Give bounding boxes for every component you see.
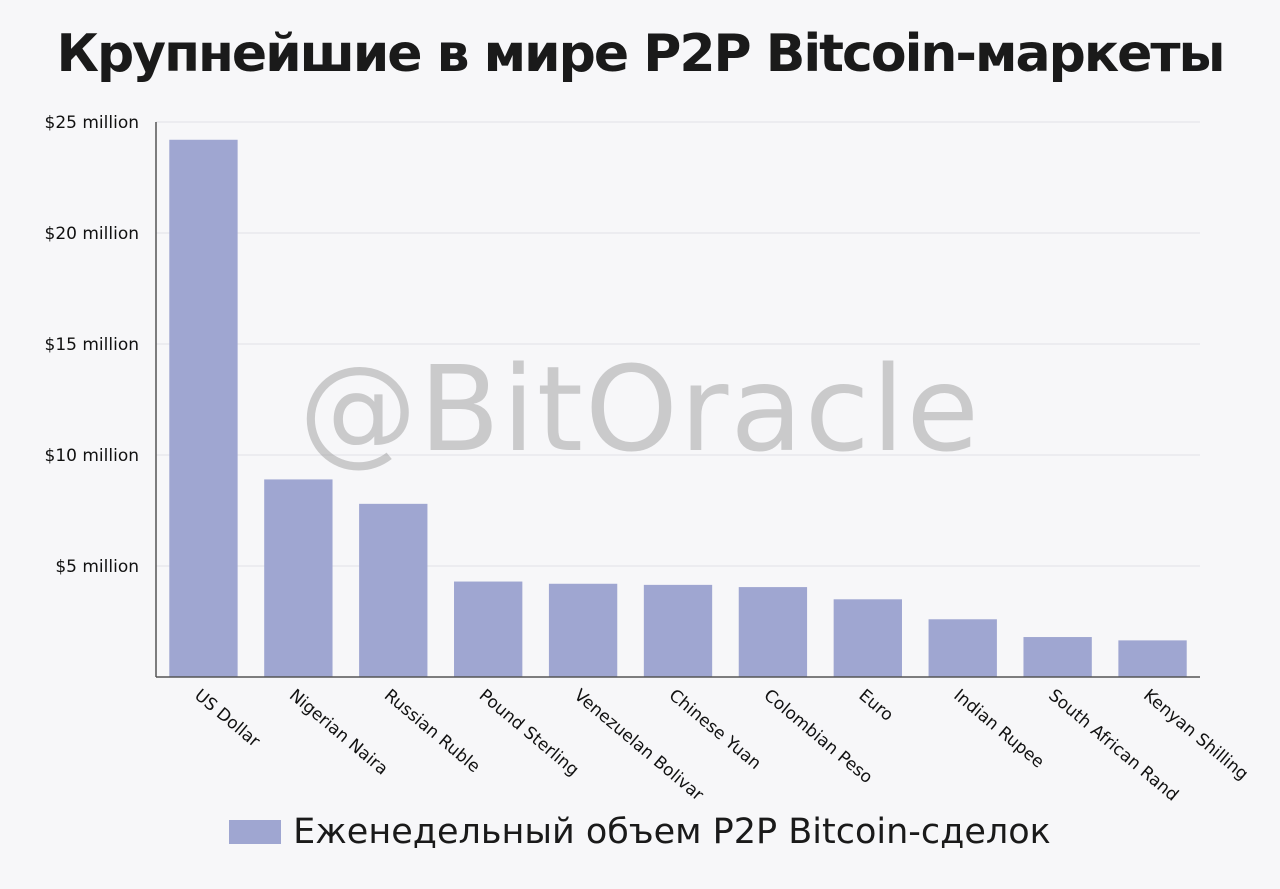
y-tick-labels: $5 million $10 million $15 million $20 mill… — [45, 113, 139, 577]
bar — [1118, 640, 1187, 677]
bar — [359, 503, 428, 677]
bars — [169, 139, 1187, 677]
legend: Еженедельный объем P2P Bitcoin-сделок — [0, 812, 1280, 852]
x-tick-label: Nigerian Naira — [285, 686, 392, 780]
x-tick-label: Indian Rupee — [950, 686, 1048, 773]
legend-label: Еженедельный объем P2P Bitcoin-сделок — [293, 812, 1051, 852]
x-tick-label: Russian Ruble — [380, 686, 484, 778]
bar — [643, 584, 713, 677]
bar — [169, 139, 238, 677]
bar — [1023, 637, 1092, 677]
y-tick-label: $20 million — [45, 224, 139, 244]
bar — [548, 583, 618, 677]
bar — [454, 581, 523, 677]
bar — [833, 599, 902, 677]
x-tick-label: Euro — [855, 686, 897, 726]
x-tick-label: Chinese Yuan — [665, 686, 765, 774]
bar — [738, 587, 808, 677]
x-tick-label: US Dollar — [190, 686, 263, 752]
legend-swatch — [229, 820, 282, 844]
bar — [264, 479, 333, 677]
y-tick-label: $10 million — [45, 446, 139, 466]
y-tick-label: $5 million — [55, 557, 139, 577]
y-tick-label: $15 million — [45, 335, 139, 355]
bar — [928, 619, 997, 677]
chart-title: Крупнейшие в мире P2P Bitcoin-маркеты — [56, 24, 1225, 84]
y-tick-label: $25 million — [45, 113, 139, 133]
x-tick-label: Pound Sterling — [475, 686, 583, 781]
axes — [155, 122, 1200, 678]
